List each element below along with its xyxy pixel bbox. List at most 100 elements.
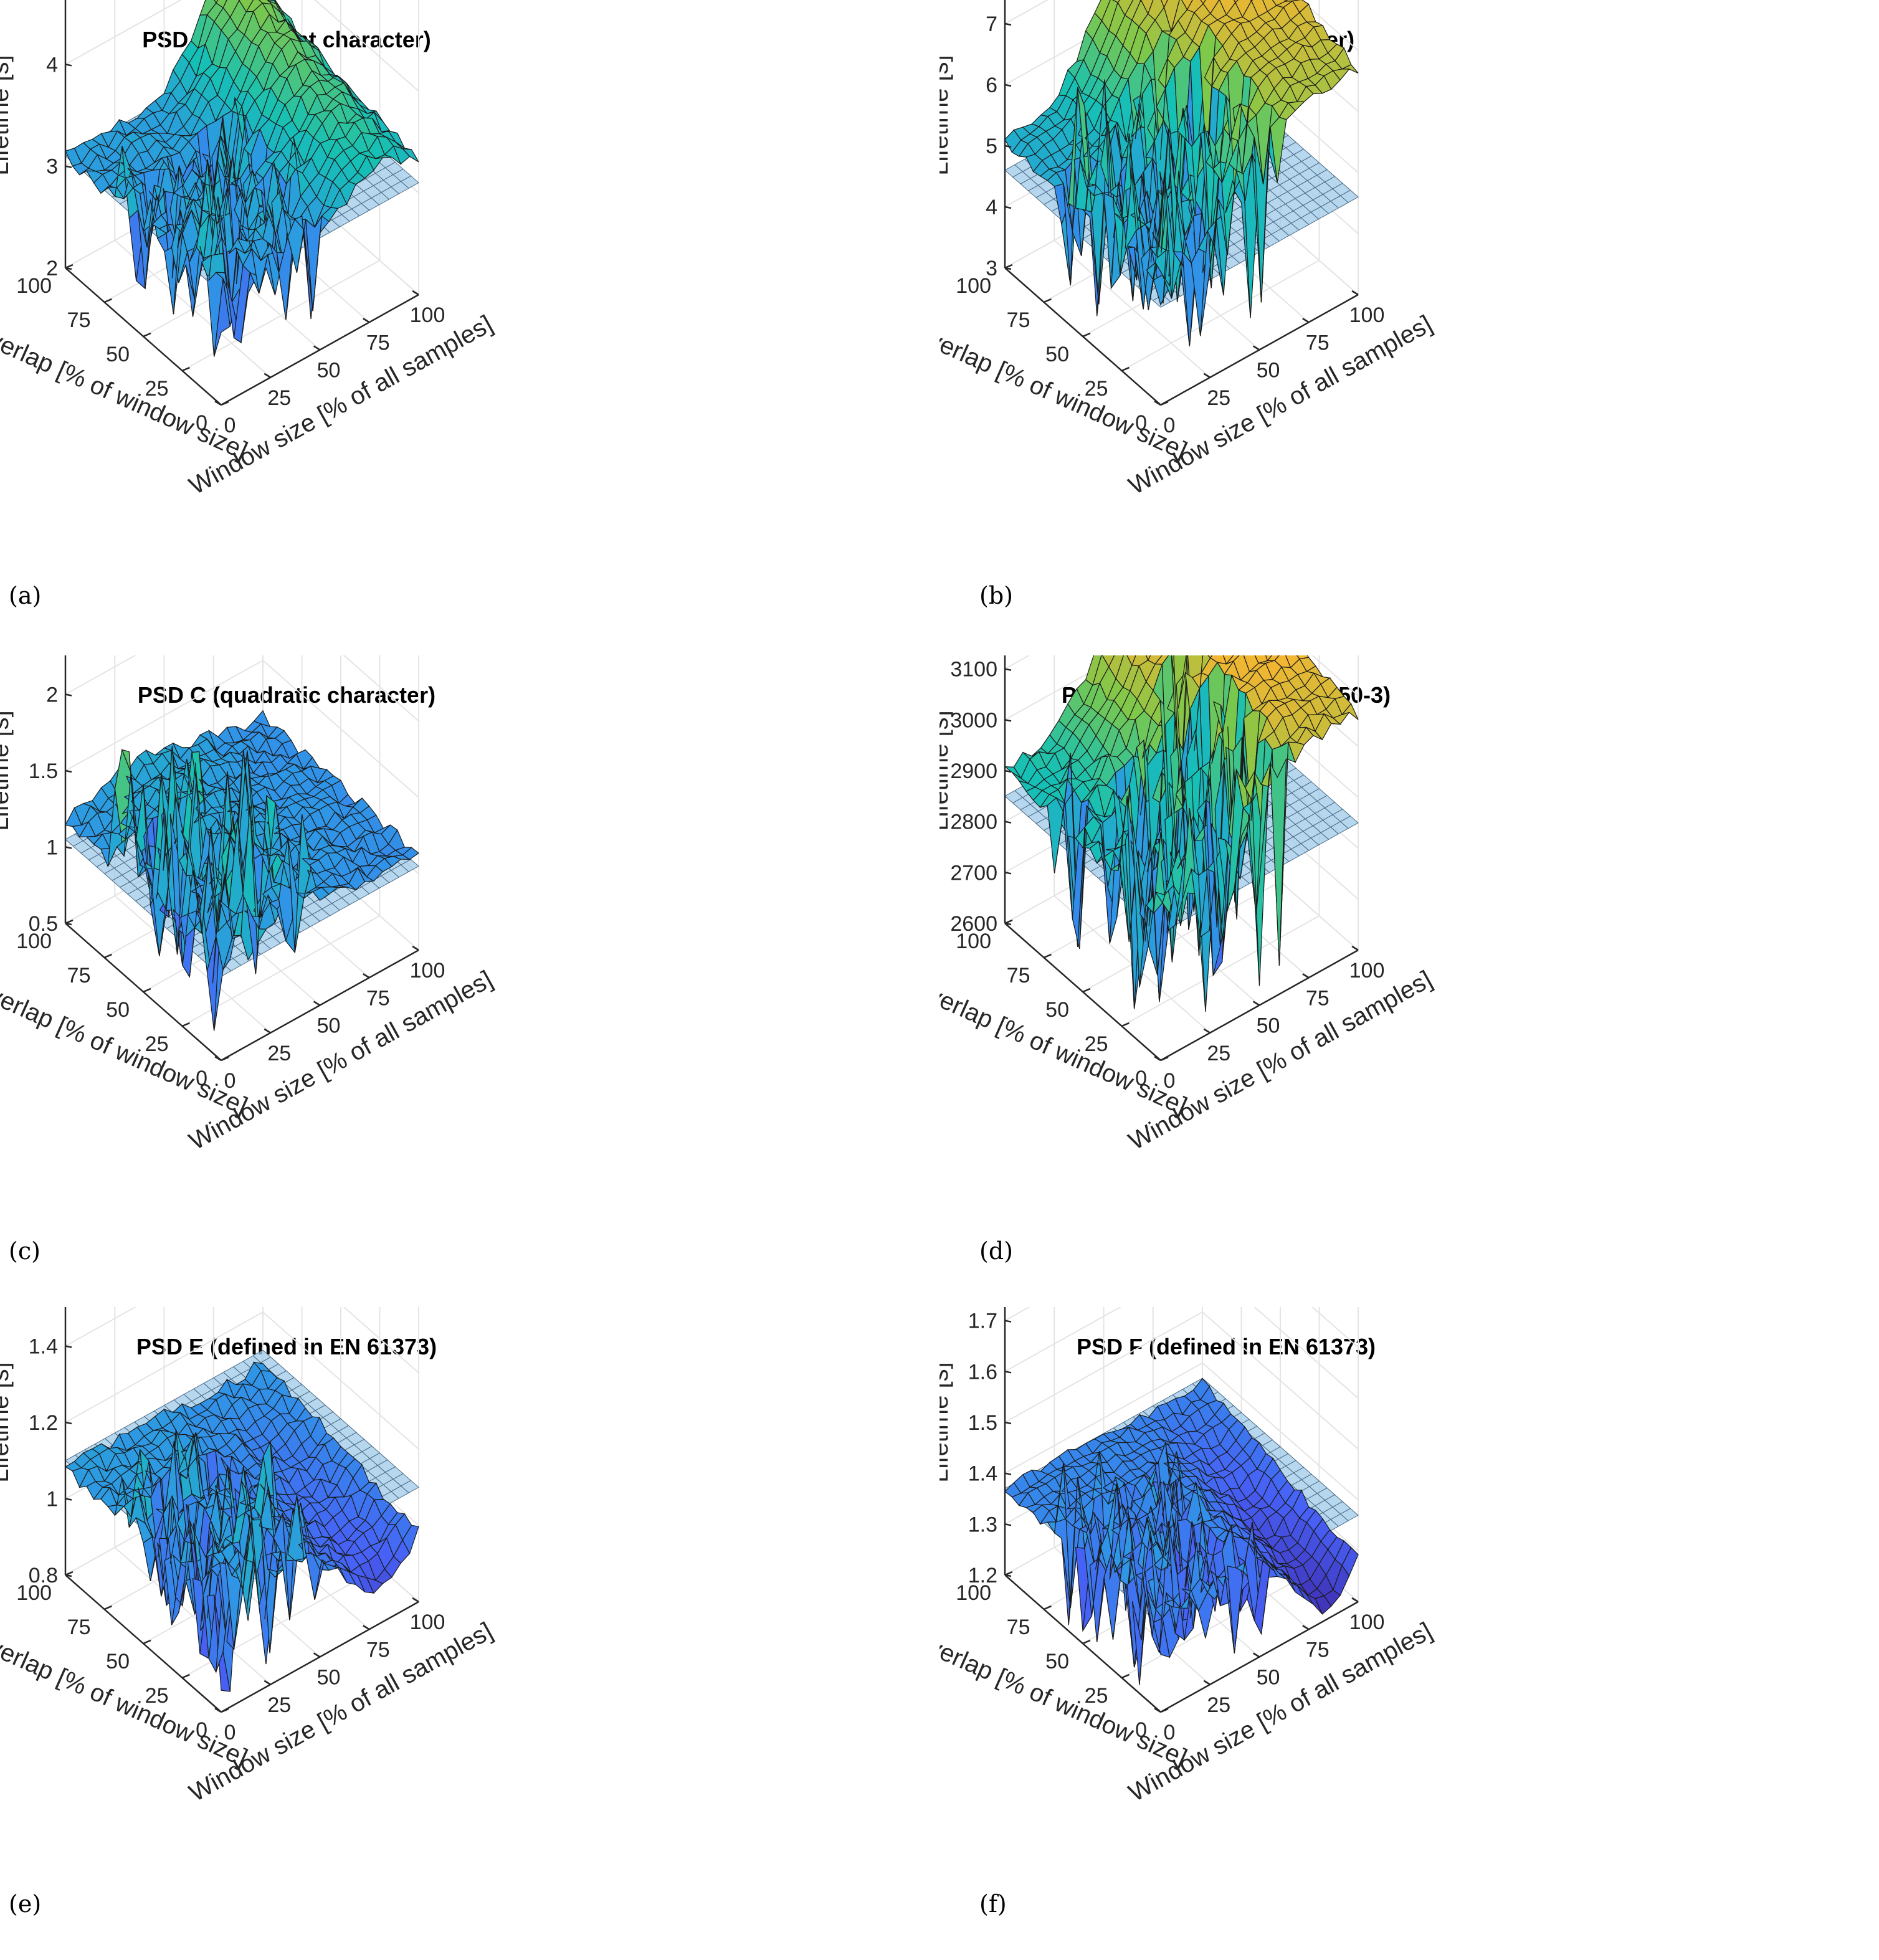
z-axis-label: Lifetime [s] (940, 710, 953, 830)
z-tick-label: 2700 (950, 861, 997, 885)
y-tick-label: 0 (1135, 1067, 1147, 1090)
z-tick-label: 1.2 (29, 1411, 58, 1435)
y-tick-label: 25 (145, 1032, 169, 1056)
z-tick-label: 0.5 (29, 912, 58, 936)
z-tick-label: 1.5 (29, 759, 58, 783)
x-tick-label: 0 (1164, 414, 1176, 437)
z-tick-label: 2600 (950, 912, 997, 936)
y-tick-label: 50 (106, 998, 130, 1022)
y-tick-label: 50 (106, 1650, 130, 1673)
chart-title: PSD C (quadratic character) (138, 682, 435, 708)
z-axis-label: Lifetime [s] (0, 1362, 14, 1482)
x-tick-label: 0 (224, 1721, 236, 1744)
y-tick-label: 100 (16, 1581, 52, 1605)
z-axis-label: Lifetime [s] (940, 55, 953, 175)
y-tick-label: 100 (956, 930, 991, 953)
chart-panel-e: PSD E (defined in EN 61373)0.811.21.41.6… (0, 1307, 940, 1960)
y-tick-label: 75 (67, 964, 91, 987)
chart-panel-a: PSD A (constant character)23450255075100… (0, 0, 940, 653)
surface-cell (402, 847, 420, 860)
z-tick-label: 1 (46, 836, 58, 860)
z-tick-label: 2 (46, 257, 58, 280)
surface (1004, 655, 1359, 1012)
surface-cell (402, 1525, 419, 1554)
surface-cell (1267, 655, 1280, 662)
chart-panel-c: PSD C (quadratic character)0.511.522.502… (0, 655, 940, 1308)
x-tick-label: 75 (366, 986, 390, 1010)
z-tick-label: 7 (986, 12, 997, 36)
panel-label-d: (d) (979, 1237, 1013, 1265)
x-tick-label: 75 (1306, 986, 1330, 1010)
panel-label-e: (e) (9, 1890, 42, 1918)
panel-label-a: (a) (9, 582, 42, 609)
surface-chart-d: PSD D (defined in ISO 16750-3)2600270028… (940, 655, 1437, 1155)
surface-cell (1101, 655, 1115, 668)
axes: 0.811.21.41.602550751000255075100 (16, 1307, 445, 1744)
y-tick-label: 75 (1007, 964, 1030, 987)
x-tick-label: 100 (1349, 959, 1385, 982)
axes: 0.511.522.502550751000255075100 (16, 655, 445, 1093)
x-tick-label: 25 (1207, 386, 1230, 410)
y-tick-label: 0 (1135, 411, 1147, 435)
panel-label-b: (b) (979, 582, 1013, 609)
surface-cell (1126, 655, 1136, 667)
x-tick-label: 50 (317, 1666, 341, 1690)
y-tick-label: 100 (16, 930, 52, 953)
y-tick-label: 75 (67, 1615, 91, 1639)
z-tick-label: 2 (46, 683, 58, 707)
x-tick-label: 0 (224, 414, 236, 437)
z-tick-label: 4 (986, 196, 997, 219)
y-tick-label: 25 (145, 377, 169, 401)
x-tick-label: 100 (410, 959, 445, 982)
surface-chart-b: PSD B (linear character)3456780255075100… (940, 0, 1437, 500)
surface-cell (1146, 655, 1151, 662)
y-tick-label: 75 (67, 308, 91, 332)
z-tick-label: 4 (46, 53, 58, 77)
axes: 234502550751000255075100 (16, 0, 445, 437)
x-tick-label: 0 (1164, 1069, 1176, 1093)
x-tick-label: 0 (224, 1069, 236, 1093)
x-tick-label: 50 (317, 1014, 341, 1038)
y-tick-label: 50 (1045, 998, 1069, 1022)
x-tick-label: 75 (366, 331, 390, 354)
x-tick-label: 50 (1257, 359, 1280, 383)
chart-title: PSD F (defined in EN 61373) (1077, 1334, 1376, 1359)
surface-cell (1181, 0, 1193, 11)
z-tick-label: 3000 (950, 708, 997, 732)
surface-cell (1207, 655, 1213, 659)
surface-cell (1200, 0, 1206, 5)
surface-cell (401, 148, 419, 163)
z-tick-label: 3100 (950, 658, 997, 682)
x-tick-label: 25 (267, 1042, 291, 1065)
chart-panel-b: PSD B (linear character)3456780255075100… (940, 0, 1879, 653)
y-tick-label: 25 (145, 1684, 169, 1708)
surface-chart-a: PSD A (constant character)23450255075100… (0, 0, 497, 500)
surface-cell (216, 0, 227, 9)
y-axis-label: Overlap [% of window size] (940, 973, 1191, 1120)
surface (65, 0, 419, 357)
x-tick-label: 25 (267, 386, 291, 410)
surface (1004, 0, 1359, 346)
chart-panel-d: PSD D (defined in ISO 16750-3)2600270028… (940, 655, 1879, 1308)
z-tick-label: 3 (986, 257, 997, 280)
y-axis-label: Overlap [% of window size] (940, 318, 1191, 465)
y-tick-label: 50 (106, 343, 130, 366)
x-tick-label: 100 (410, 1610, 445, 1634)
chart-panel-f: PSD F (defined in EN 61373) 1.2 1.3 1.4 1.5 1… (940, 1307, 1879, 1960)
z-axis-label: Lifetime [s] (0, 710, 14, 830)
surface-chart-f: PSD F (defined in EN 61373)1.21.31.41.51… (940, 1307, 1437, 1807)
surface-cell (1341, 703, 1359, 720)
y-tick-label: 50 (1045, 343, 1069, 366)
panel-label-c: (c) (9, 1237, 40, 1265)
y-tick-label: 0 (196, 1067, 207, 1090)
chart-title: PSD E (defined in EN 61373) (136, 1334, 437, 1359)
surface-cell (1140, 0, 1154, 15)
y-tick-label: 25 (1085, 1032, 1108, 1056)
y-tick-label: 0 (196, 411, 207, 435)
x-tick-label: 75 (366, 1638, 390, 1662)
x-tick-label: 100 (410, 303, 445, 327)
z-tick-label: 1 (46, 1488, 58, 1511)
reference-plane-cell (252, 1349, 272, 1363)
z-tick-label: 5 (986, 135, 997, 158)
